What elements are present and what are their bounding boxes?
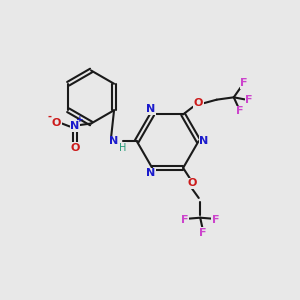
Text: F: F — [181, 215, 189, 225]
Text: F: F — [236, 106, 243, 116]
Text: F: F — [245, 95, 253, 105]
Text: F: F — [200, 228, 207, 238]
Text: O: O — [187, 178, 196, 188]
Text: O: O — [52, 118, 61, 128]
Text: N: N — [199, 136, 208, 146]
Text: N: N — [70, 122, 80, 131]
Text: F: F — [240, 78, 248, 88]
Text: -: - — [47, 112, 51, 122]
Text: +: + — [76, 116, 84, 124]
Text: O: O — [70, 142, 80, 153]
Text: O: O — [194, 98, 203, 108]
Text: N: N — [146, 168, 155, 178]
Text: F: F — [212, 215, 219, 225]
Text: N: N — [146, 104, 155, 114]
Text: H: H — [119, 142, 126, 153]
Text: N: N — [110, 136, 119, 146]
